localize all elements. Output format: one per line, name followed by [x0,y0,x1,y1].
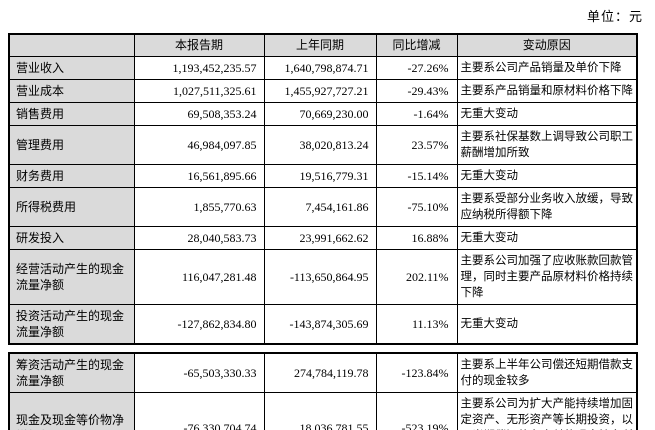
current-period-value: -76,330,704.74 [133,391,265,430]
prior-period-value: 38,020,813.24 [263,124,377,165]
current-period-value: 116,047,281.48 [133,248,265,305]
column-header-0 [8,33,135,57]
row-label: 营业成本 [8,78,135,103]
table-row: 所得税费用 1,855,770.63 7,454,161.86 -75.10% … [8,186,638,227]
change-reason: 主要系上半年公司偿还短期借款支付的现金较多 [456,352,638,393]
prior-period-value: 274,784,119.78 [263,352,377,393]
row-label: 财务费用 [8,163,135,188]
tables-container: 本报告期 上年同期 同比增减 变动原因 营业收入 1,193,452,235.57 1… [8,33,638,430]
change-reason: 无重大变动 [456,163,638,188]
row-label: 现金及现金等价物净增加额 [8,391,135,430]
unit-label: 单位：元 [586,9,643,24]
row-label: 销售费用 [8,101,135,126]
yoy-change-value: -29.43% [375,78,458,103]
prior-period-value: 7,454,161.86 [263,186,377,227]
current-period-value: 1,855,770.63 [133,186,265,227]
prior-period-value: 1,640,798,874.71 [263,55,377,80]
financial-table-cashflow: 筹资活动产生的现金流量净额 -65,503,330.33 274,784,119… [8,351,638,430]
table-row: 管理费用 46,984,097.85 38,020,813.24 23.57% … [8,124,638,165]
table-row: 经营活动产生的现金流量净额 116,047,281.48 -113,650,86… [8,248,638,305]
table-row: 筹资活动产生的现金流量净额 -65,503,330.33 274,784,119… [8,352,638,393]
change-reason: 主要系公司产品销量及单价下降 [456,55,638,80]
yoy-change-value: -27.26% [375,55,458,80]
prior-period-value: 19,516,779.31 [263,163,377,188]
change-reason: 主要系公司为扩大产能持续增加固定资产、无形资产等长期投资，以及当期偿还债务支付的… [456,391,638,430]
column-header-3: 同比增减 [375,33,458,57]
row-label: 经营活动产生的现金流量净额 [8,248,135,305]
current-period-value: 46,984,097.85 [133,124,265,165]
table-row: 销售费用 69,508,353.24 70,669,230.00 -1.64% … [8,101,638,126]
yoy-change-value: 23.57% [375,124,458,165]
yoy-change-value: -1.64% [375,101,458,126]
prior-period-value: 1,455,927,727.21 [263,78,377,103]
row-label: 筹资活动产生的现金流量净额 [8,352,135,393]
row-label: 营业收入 [8,55,135,80]
yoy-change-value: -123.84% [375,352,458,393]
prior-period-value: 23,991,662.62 [263,225,377,250]
change-reason: 无重大变动 [456,101,638,126]
current-period-value: 1,027,511,325.61 [133,78,265,103]
current-period-value: 1,193,452,235.57 [133,55,265,80]
yoy-change-value: -75.10% [375,186,458,227]
column-header-4: 变动原因 [456,33,638,57]
financial-table-main: 本报告期 上年同期 同比增减 变动原因 营业收入 1,193,452,235.57 1… [8,33,638,345]
yoy-change-value: -15.14% [375,163,458,188]
current-period-value: 28,040,583.73 [133,225,265,250]
row-label: 投资活动产生的现金流量净额 [8,303,135,344]
yoy-change-value: 16.88% [375,225,458,250]
change-reason: 无重大变动 [456,303,638,344]
table-header-row: 本报告期 上年同期 同比增减 变动原因 [8,33,638,57]
row-label: 所得税费用 [8,186,135,227]
current-period-value: 69,508,353.24 [133,101,265,126]
table-row: 现金及现金等价物净增加额 -76,330,704.74 18,036,781.5… [8,391,638,430]
table-row: 营业收入 1,193,452,235.57 1,640,798,874.71 -… [8,55,638,80]
prior-period-value: -113,650,864.95 [263,248,377,305]
table-row: 财务费用 16,561,895.66 19,516,779.31 -15.14%… [8,163,638,188]
change-reason: 主要系受部分业务收入放缓，导致应纳税所得额下降 [456,186,638,227]
prior-period-value: -143,874,305.69 [263,303,377,344]
yoy-change-value: -523.19% [375,391,458,430]
change-reason: 主要系公司加强了应收账款回款管理，同时主要产品原材料价格持续下降 [456,248,638,305]
column-header-1: 本报告期 [133,33,265,57]
prior-period-value: 18,036,781.55 [263,391,377,430]
change-reason: 无重大变动 [456,225,638,250]
yoy-change-value: 202.11% [375,248,458,305]
table-row: 投资活动产生的现金流量净额 -127,862,834.80 -143,874,3… [8,303,638,344]
row-label: 研发投入 [8,225,135,250]
current-period-value: -65,503,330.33 [133,352,265,393]
table-row: 研发投入 28,040,583.73 23,991,662.62 16.88% … [8,225,638,250]
yoy-change-value: 11.13% [375,303,458,344]
row-label: 管理费用 [8,124,135,165]
column-header-2: 上年同期 [263,33,377,57]
current-period-value: 16,561,895.66 [133,163,265,188]
change-reason: 主要系社保基数上调导致公司职工薪酬增加所致 [456,124,638,165]
current-period-value: -127,862,834.80 [133,303,265,344]
change-reason: 主要系产品销量和原材料价格下降 [456,78,638,103]
table-row: 营业成本 1,027,511,325.61 1,455,927,727.21 -… [8,78,638,103]
prior-period-value: 70,669,230.00 [263,101,377,126]
